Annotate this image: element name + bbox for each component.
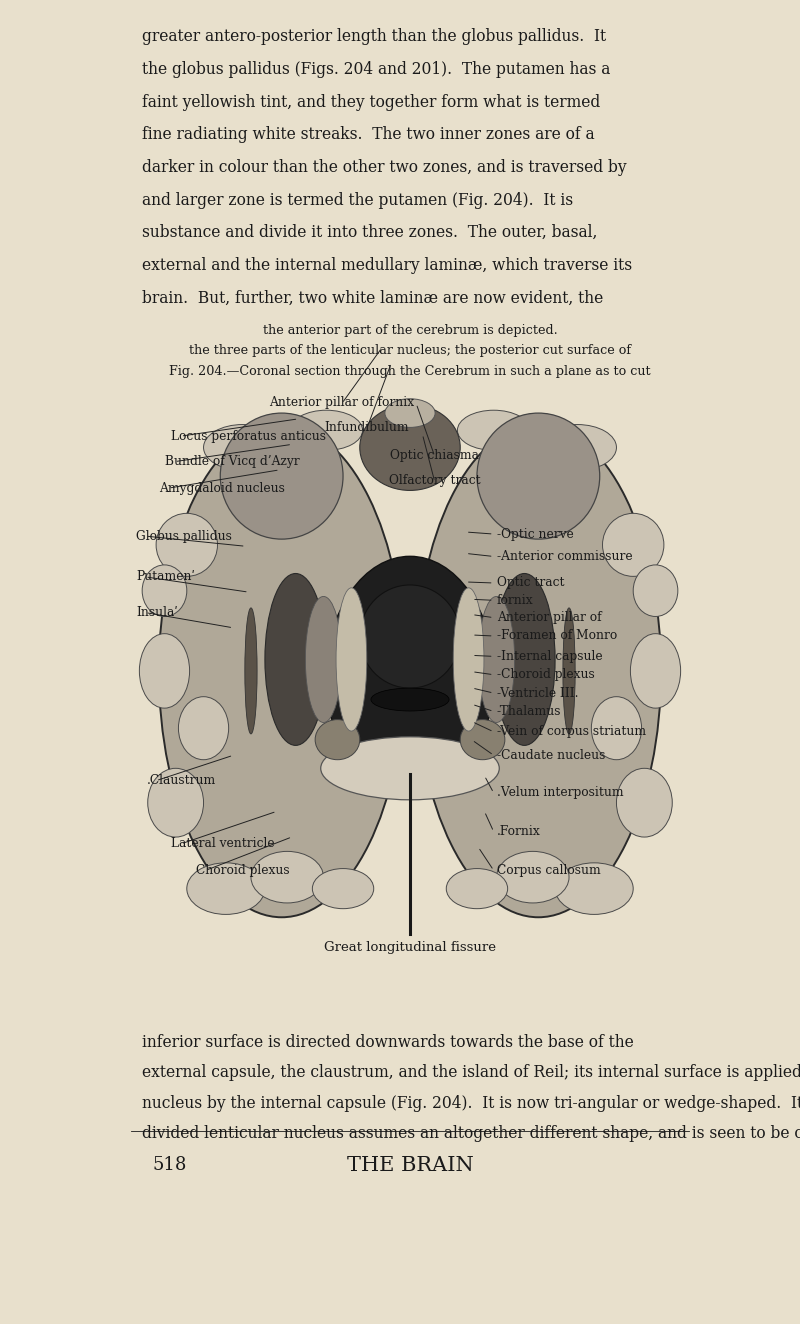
Text: the globus pallidus (Figs. 204 and 201).  The putamen has a: the globus pallidus (Figs. 204 and 201).…	[142, 61, 610, 78]
Text: greater antero-posterior length than the globus pallidus.  It: greater antero-posterior length than the…	[142, 28, 606, 45]
Ellipse shape	[148, 768, 203, 837]
Text: -Thalamus: -Thalamus	[497, 704, 562, 718]
Text: fine radiating white streaks.  The two inner zones are of a: fine radiating white streaks. The two in…	[142, 126, 594, 143]
Text: Bundle of Vicq d’Azyr: Bundle of Vicq d’Azyr	[165, 455, 300, 469]
Text: external capsule, the claustrum, and the island of Reil; its internal surface is: external capsule, the claustrum, and the…	[142, 1064, 800, 1082]
Ellipse shape	[458, 410, 530, 450]
Ellipse shape	[497, 851, 569, 903]
Ellipse shape	[617, 768, 672, 837]
Text: THE BRAIN: THE BRAIN	[346, 1156, 474, 1174]
Text: Optic tract: Optic tract	[497, 576, 564, 589]
Text: -Caudate nucleus: -Caudate nucleus	[497, 749, 605, 761]
Text: and larger zone is termed the putamen (Fig. 204).  It is: and larger zone is termed the putamen (F…	[142, 192, 574, 208]
Text: Lateral ventricle: Lateral ventricle	[171, 838, 275, 850]
Ellipse shape	[477, 413, 600, 539]
Text: Globus pallidus: Globus pallidus	[136, 530, 232, 543]
Text: divided lenticular nucleus assumes an altogether different shape, and is seen to: divided lenticular nucleus assumes an al…	[142, 1125, 800, 1143]
Text: -Anterior commissure: -Anterior commissure	[497, 549, 633, 563]
Ellipse shape	[538, 425, 617, 470]
Ellipse shape	[415, 425, 661, 918]
Text: Amygdaloid nucleus: Amygdaloid nucleus	[159, 482, 285, 495]
Ellipse shape	[245, 608, 257, 733]
Text: Optic chiasma: Optic chiasma	[390, 449, 479, 462]
Text: fornix: fornix	[497, 594, 534, 606]
Text: -Optic nerve: -Optic nerve	[497, 527, 574, 540]
Ellipse shape	[312, 869, 374, 908]
Ellipse shape	[265, 573, 326, 745]
Text: Choroid plexus: Choroid plexus	[196, 865, 290, 876]
Text: faint yellowish tint, and they together form what is termed: faint yellowish tint, and they together …	[142, 94, 601, 111]
Ellipse shape	[630, 634, 681, 708]
Text: Insulaʹ: Insulaʹ	[136, 606, 178, 620]
Text: .Claustrum: .Claustrum	[146, 775, 216, 788]
Text: .Fornix: .Fornix	[497, 825, 541, 838]
Text: .Velum interpositum: .Velum interpositum	[497, 786, 623, 800]
Ellipse shape	[178, 696, 229, 760]
Text: brain.  But, further, two white laminæ are now evident, the: brain. But, further, two white laminæ ar…	[142, 290, 603, 306]
Ellipse shape	[251, 851, 323, 903]
Text: -Internal capsule: -Internal capsule	[497, 650, 602, 663]
Text: Corpus callosum: Corpus callosum	[497, 865, 601, 876]
Ellipse shape	[563, 608, 575, 733]
Ellipse shape	[306, 596, 342, 723]
Ellipse shape	[385, 399, 435, 428]
Ellipse shape	[220, 413, 343, 539]
Ellipse shape	[156, 514, 218, 576]
Text: Infundibulum: Infundibulum	[324, 421, 409, 434]
Ellipse shape	[360, 405, 460, 490]
Ellipse shape	[602, 514, 664, 576]
Ellipse shape	[446, 869, 508, 908]
Ellipse shape	[321, 736, 499, 800]
Ellipse shape	[634, 565, 678, 617]
Ellipse shape	[290, 410, 362, 450]
Ellipse shape	[336, 588, 366, 731]
Text: the three parts of the lenticular nucleus; the posterior cut surface of: the three parts of the lenticular nucleu…	[189, 344, 631, 357]
Ellipse shape	[139, 634, 190, 708]
Ellipse shape	[360, 585, 460, 688]
Text: -Foramen of Monro: -Foramen of Monro	[497, 629, 617, 642]
Text: Anterior pillar of fornix: Anterior pillar of fornix	[270, 396, 414, 409]
Ellipse shape	[591, 696, 642, 760]
Text: Putamenʹ: Putamenʹ	[136, 571, 195, 584]
Ellipse shape	[326, 556, 494, 797]
Ellipse shape	[460, 720, 505, 760]
Text: 518: 518	[153, 1156, 187, 1174]
Ellipse shape	[494, 573, 555, 745]
Ellipse shape	[159, 425, 405, 918]
Ellipse shape	[555, 863, 633, 915]
Text: darker in colour than the other two zones, and is traversed by: darker in colour than the other two zone…	[142, 159, 626, 176]
Text: Anterior pillar of: Anterior pillar of	[497, 612, 602, 624]
Ellipse shape	[478, 596, 514, 723]
Text: external and the internal medullary laminæ, which traverse its: external and the internal medullary lami…	[142, 257, 632, 274]
Text: Locus perforatus anticus: Locus perforatus anticus	[171, 430, 326, 442]
Text: substance and divide it into three zones.  The outer, basal,: substance and divide it into three zones…	[142, 224, 598, 241]
Text: Olfactory tract: Olfactory tract	[389, 474, 481, 487]
Text: -Vein of corpus striatum: -Vein of corpus striatum	[497, 726, 646, 739]
Ellipse shape	[203, 425, 282, 470]
Text: inferior surface is directed downwards towards the base of the: inferior surface is directed downwards t…	[142, 1034, 634, 1050]
Text: -Ventricle III.: -Ventricle III.	[497, 687, 578, 699]
Text: Great longitudinal fissure: Great longitudinal fissure	[324, 941, 496, 955]
Text: Fig. 204.—Coronal section through the Cerebrum in such a plane as to cut: Fig. 204.—Coronal section through the Ce…	[169, 365, 651, 377]
Text: nucleus by the internal capsule (Fig. 204).  It is now tri­angular or wedge-shap: nucleus by the internal capsule (Fig. 20…	[142, 1095, 800, 1112]
Ellipse shape	[315, 720, 360, 760]
Ellipse shape	[371, 688, 449, 711]
Text: the anterior part of the cerebrum is depicted.: the anterior part of the cerebrum is dep…	[262, 324, 558, 338]
Ellipse shape	[142, 565, 187, 617]
Ellipse shape	[454, 588, 484, 731]
Ellipse shape	[186, 863, 265, 915]
Text: -Choroid plexus: -Choroid plexus	[497, 669, 594, 682]
